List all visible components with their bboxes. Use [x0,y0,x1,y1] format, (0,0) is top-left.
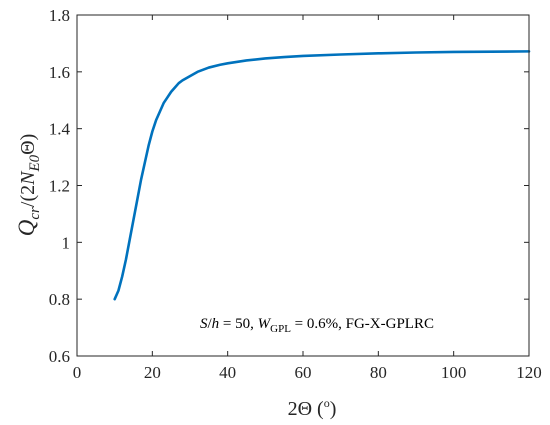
y-axis-title-cr: cr [27,207,43,220]
y-axis-title-tail: Θ) [17,134,39,155]
y-axis-title-mid: /(2 [17,185,39,207]
x-tick-label: 40 [219,363,236,382]
y-tick-label: 1.4 [49,120,71,139]
annotation-s: S [200,316,208,332]
annotation-h: h [212,316,220,332]
plot-area-frame [76,14,530,357]
x-tick-label: 100 [441,363,467,382]
y-tick-label: 0.8 [49,290,70,309]
x-axis-title-degree: o [324,396,330,410]
y-axis-title-q: Q [14,219,39,236]
annotation-w: W [258,316,272,332]
annotation-eq2: = 0.6%, FG-X-GPLRC [291,316,434,332]
annotation-slash: / [208,316,213,332]
annotation-text: S/h = 50, WGPL = 0.6%, FG-X-GPLRC [200,316,434,335]
x-tick-label: 120 [516,363,542,382]
y-tick-label: 0.6 [49,347,70,366]
x-tick-label: 20 [144,363,161,382]
x-axis-title: 2Θ (o) [288,396,337,420]
ticks-layer: 0 20 40 60 80 100 120 0.6 0.8 1 1.2 1.4 1.6 1.8 [49,6,542,382]
x-tick-label: 0 [73,363,82,382]
y-axis-title-n: N [17,170,39,186]
x-axis-title-suffix: ) [330,398,337,420]
series-line [113,50,531,301]
y-tick-label: 1 [62,233,71,252]
annotation-gpl-subscript: GPL [270,323,291,335]
annotation-eq1: = 50, [219,316,257,332]
line-layer [113,50,531,301]
y-tick-label: 1.8 [49,6,70,25]
y-tick-label: 1.2 [49,177,70,196]
y-axis-title: Qcr/(2NE0Θ) [14,134,43,236]
x-tick-label: 60 [295,363,312,382]
y-axis-title-e0: E0 [27,154,43,172]
y-tick-label: 1.6 [49,63,70,82]
x-tick-label: 80 [370,363,387,382]
x-axis-title-prefix: 2Θ ( [288,398,324,420]
